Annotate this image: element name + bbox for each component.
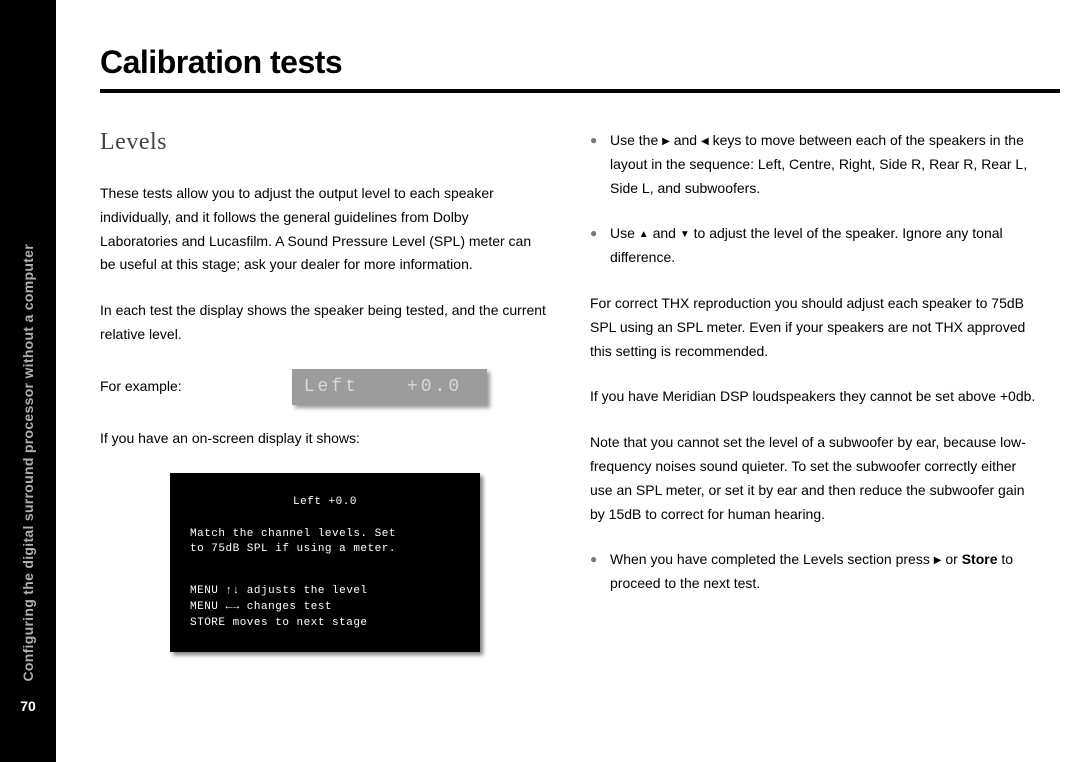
para-for-example: For example: [100,375,182,399]
osd-line: to 75dB SPL if using a meter. [190,542,460,558]
bullet-completed: ● When you have completed the Levels sec… [590,548,1040,596]
para-display-desc: In each test the display shows the speak… [100,299,550,347]
title-rule [100,89,1060,93]
osd-line: MENU ↑↓ adjusts the level [190,584,460,600]
para-subwoofer: Note that you cannot set the level of a … [590,431,1040,526]
lcd-level-value: +0.0 [407,377,462,397]
right-column: ● Use the ▶ and ◀ keys to move between e… [590,129,1040,652]
bullet-nav-keys: ● Use the ▶ and ◀ keys to move between e… [590,129,1040,200]
osd-controls: MENU ↑↓ adjusts the level MENU ←→ change… [190,584,460,632]
section-heading-levels: Levels [100,129,550,156]
bullet-icon: ● [590,548,604,596]
store-label: Store [962,551,998,567]
bullet-text-frag: Use [610,225,639,241]
osd-line: MENU ←→ changes test [190,600,460,616]
para-intro: These tests allow you to adjust the outp… [100,182,550,277]
sidebar: Configuring the digital surround process… [0,0,56,762]
up-arrow-icon: ▲ [639,226,649,243]
bullet-text-frag: and [649,225,680,241]
osd-title: Left +0.0 [190,495,460,511]
down-arrow-icon: ▼ [680,226,690,243]
page-title: Calibration tests [100,44,1040,81]
para-thx: For correct THX reproduction you should … [590,292,1040,363]
page-content: Calibration tests Levels These tests all… [100,44,1040,652]
left-arrow-icon: ◀ [701,133,709,150]
on-screen-display: Left +0.0 Match the channel levels. Set … [170,473,480,653]
bullet-icon: ● [590,129,604,200]
bullet-text-frag: or [941,551,961,567]
sidebar-chapter-label: Configuring the digital surround process… [20,244,36,682]
osd-line: Match the channel levels. Set [190,527,460,543]
bullet-text-frag: Use the [610,132,662,148]
columns: Levels These tests allow you to adjust t… [100,129,1040,652]
lcd-display: Left +0.0 [292,369,487,405]
bullet-adjust-keys: ● Use ▲ and ▼ to adjust the level of the… [590,222,1040,270]
osd-line: STORE moves to next stage [190,616,460,632]
lcd-speaker-name: Left [304,377,359,397]
left-column: Levels These tests allow you to adjust t… [100,129,550,652]
para-osd-intro: If you have an on-screen display it show… [100,427,550,451]
bullet-text-frag: When you have completed the Levels secti… [610,551,934,567]
osd-instructions: Match the channel levels. Set to 75dB SP… [190,527,460,559]
bullet-text-frag: and [670,132,701,148]
page-number: 70 [20,698,36,714]
right-arrow-icon: ▶ [662,133,670,150]
bullet-icon: ● [590,222,604,270]
para-meridian: If you have Meridian DSP loudspeakers th… [590,385,1040,409]
